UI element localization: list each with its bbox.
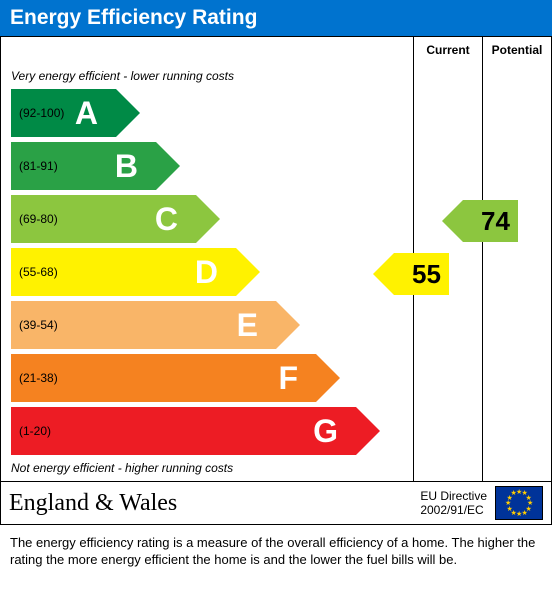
band-letter-b: B xyxy=(115,148,138,185)
band-letter-g: G xyxy=(313,413,338,450)
chart-area: Very energy efficient - lower running co… xyxy=(0,36,552,482)
band-letter-d: D xyxy=(195,254,218,291)
current-rating-arrow: 55 xyxy=(394,253,449,295)
band-range-f: (21-38) xyxy=(11,371,58,385)
eu-flag-icon: ★★★★★★★★★★★★ xyxy=(495,486,543,520)
current-column: Current 55 xyxy=(413,37,482,481)
band-range-e: (39-54) xyxy=(11,318,58,332)
eu-star-icon: ★ xyxy=(522,509,528,517)
band-letter-a: A xyxy=(75,95,98,132)
title-text: Energy Efficiency Rating xyxy=(10,6,257,29)
band-letter-f: F xyxy=(278,360,298,397)
band-bar-e: (39-54) E xyxy=(11,301,276,349)
footer-directive: EU Directive 2002/91/EC xyxy=(420,489,495,518)
band-bar-f: (21-38) F xyxy=(11,354,316,402)
top-caption: Very energy efficient - lower running co… xyxy=(1,69,413,89)
band-row-e: (39-54) E xyxy=(11,301,413,349)
current-header: Current xyxy=(414,37,482,61)
band-bar-d: (55-68) D xyxy=(11,248,236,296)
band-range-a: (92-100) xyxy=(11,106,64,120)
band-row-f: (21-38) F xyxy=(11,354,413,402)
band-range-g: (1-20) xyxy=(11,424,51,438)
band-row-d: (55-68) D xyxy=(11,248,413,296)
band-range-c: (69-80) xyxy=(11,212,58,226)
epc-container: Energy Efficiency Rating Very energy eff… xyxy=(0,0,552,579)
directive-line1: EU Directive xyxy=(420,489,487,503)
band-row-g: (1-20) G xyxy=(11,407,413,455)
band-letter-e: E xyxy=(237,307,258,344)
band-range-b: (81-91) xyxy=(11,159,58,173)
footer-region: England & Wales xyxy=(9,490,420,517)
potential-rating-arrow: 74 xyxy=(463,200,518,242)
band-row-a: (92-100) A xyxy=(11,89,413,137)
band-bar-a: (92-100) A xyxy=(11,89,116,137)
band-bar-g: (1-20) G xyxy=(11,407,356,455)
potential-header: Potential xyxy=(483,37,551,61)
directive-line2: 2002/91/EC xyxy=(420,503,487,517)
footer: England & Wales EU Directive 2002/91/EC … xyxy=(0,482,552,525)
current-rating-value: 55 xyxy=(412,259,441,290)
band-range-d: (55-68) xyxy=(11,265,58,279)
bottom-caption: Not energy efficient - higher running co… xyxy=(1,455,413,481)
description-text: The energy efficiency rating is a measur… xyxy=(0,525,552,579)
potential-rating-value: 74 xyxy=(481,206,510,237)
title-bar: Energy Efficiency Rating xyxy=(0,0,552,36)
rating-bands: (92-100) A (81-91) B (69-80) C (55-68) D (39-54)… xyxy=(1,89,413,455)
potential-column: Potential 74 xyxy=(482,37,551,481)
band-letter-c: C xyxy=(155,201,178,238)
band-bar-b: (81-91) B xyxy=(11,142,156,190)
chart-main: Very energy efficient - lower running co… xyxy=(1,37,413,481)
band-row-b: (81-91) B xyxy=(11,142,413,190)
band-row-c: (69-80) C xyxy=(11,195,413,243)
eu-star-icon: ★ xyxy=(511,489,517,497)
band-bar-c: (69-80) C xyxy=(11,195,196,243)
